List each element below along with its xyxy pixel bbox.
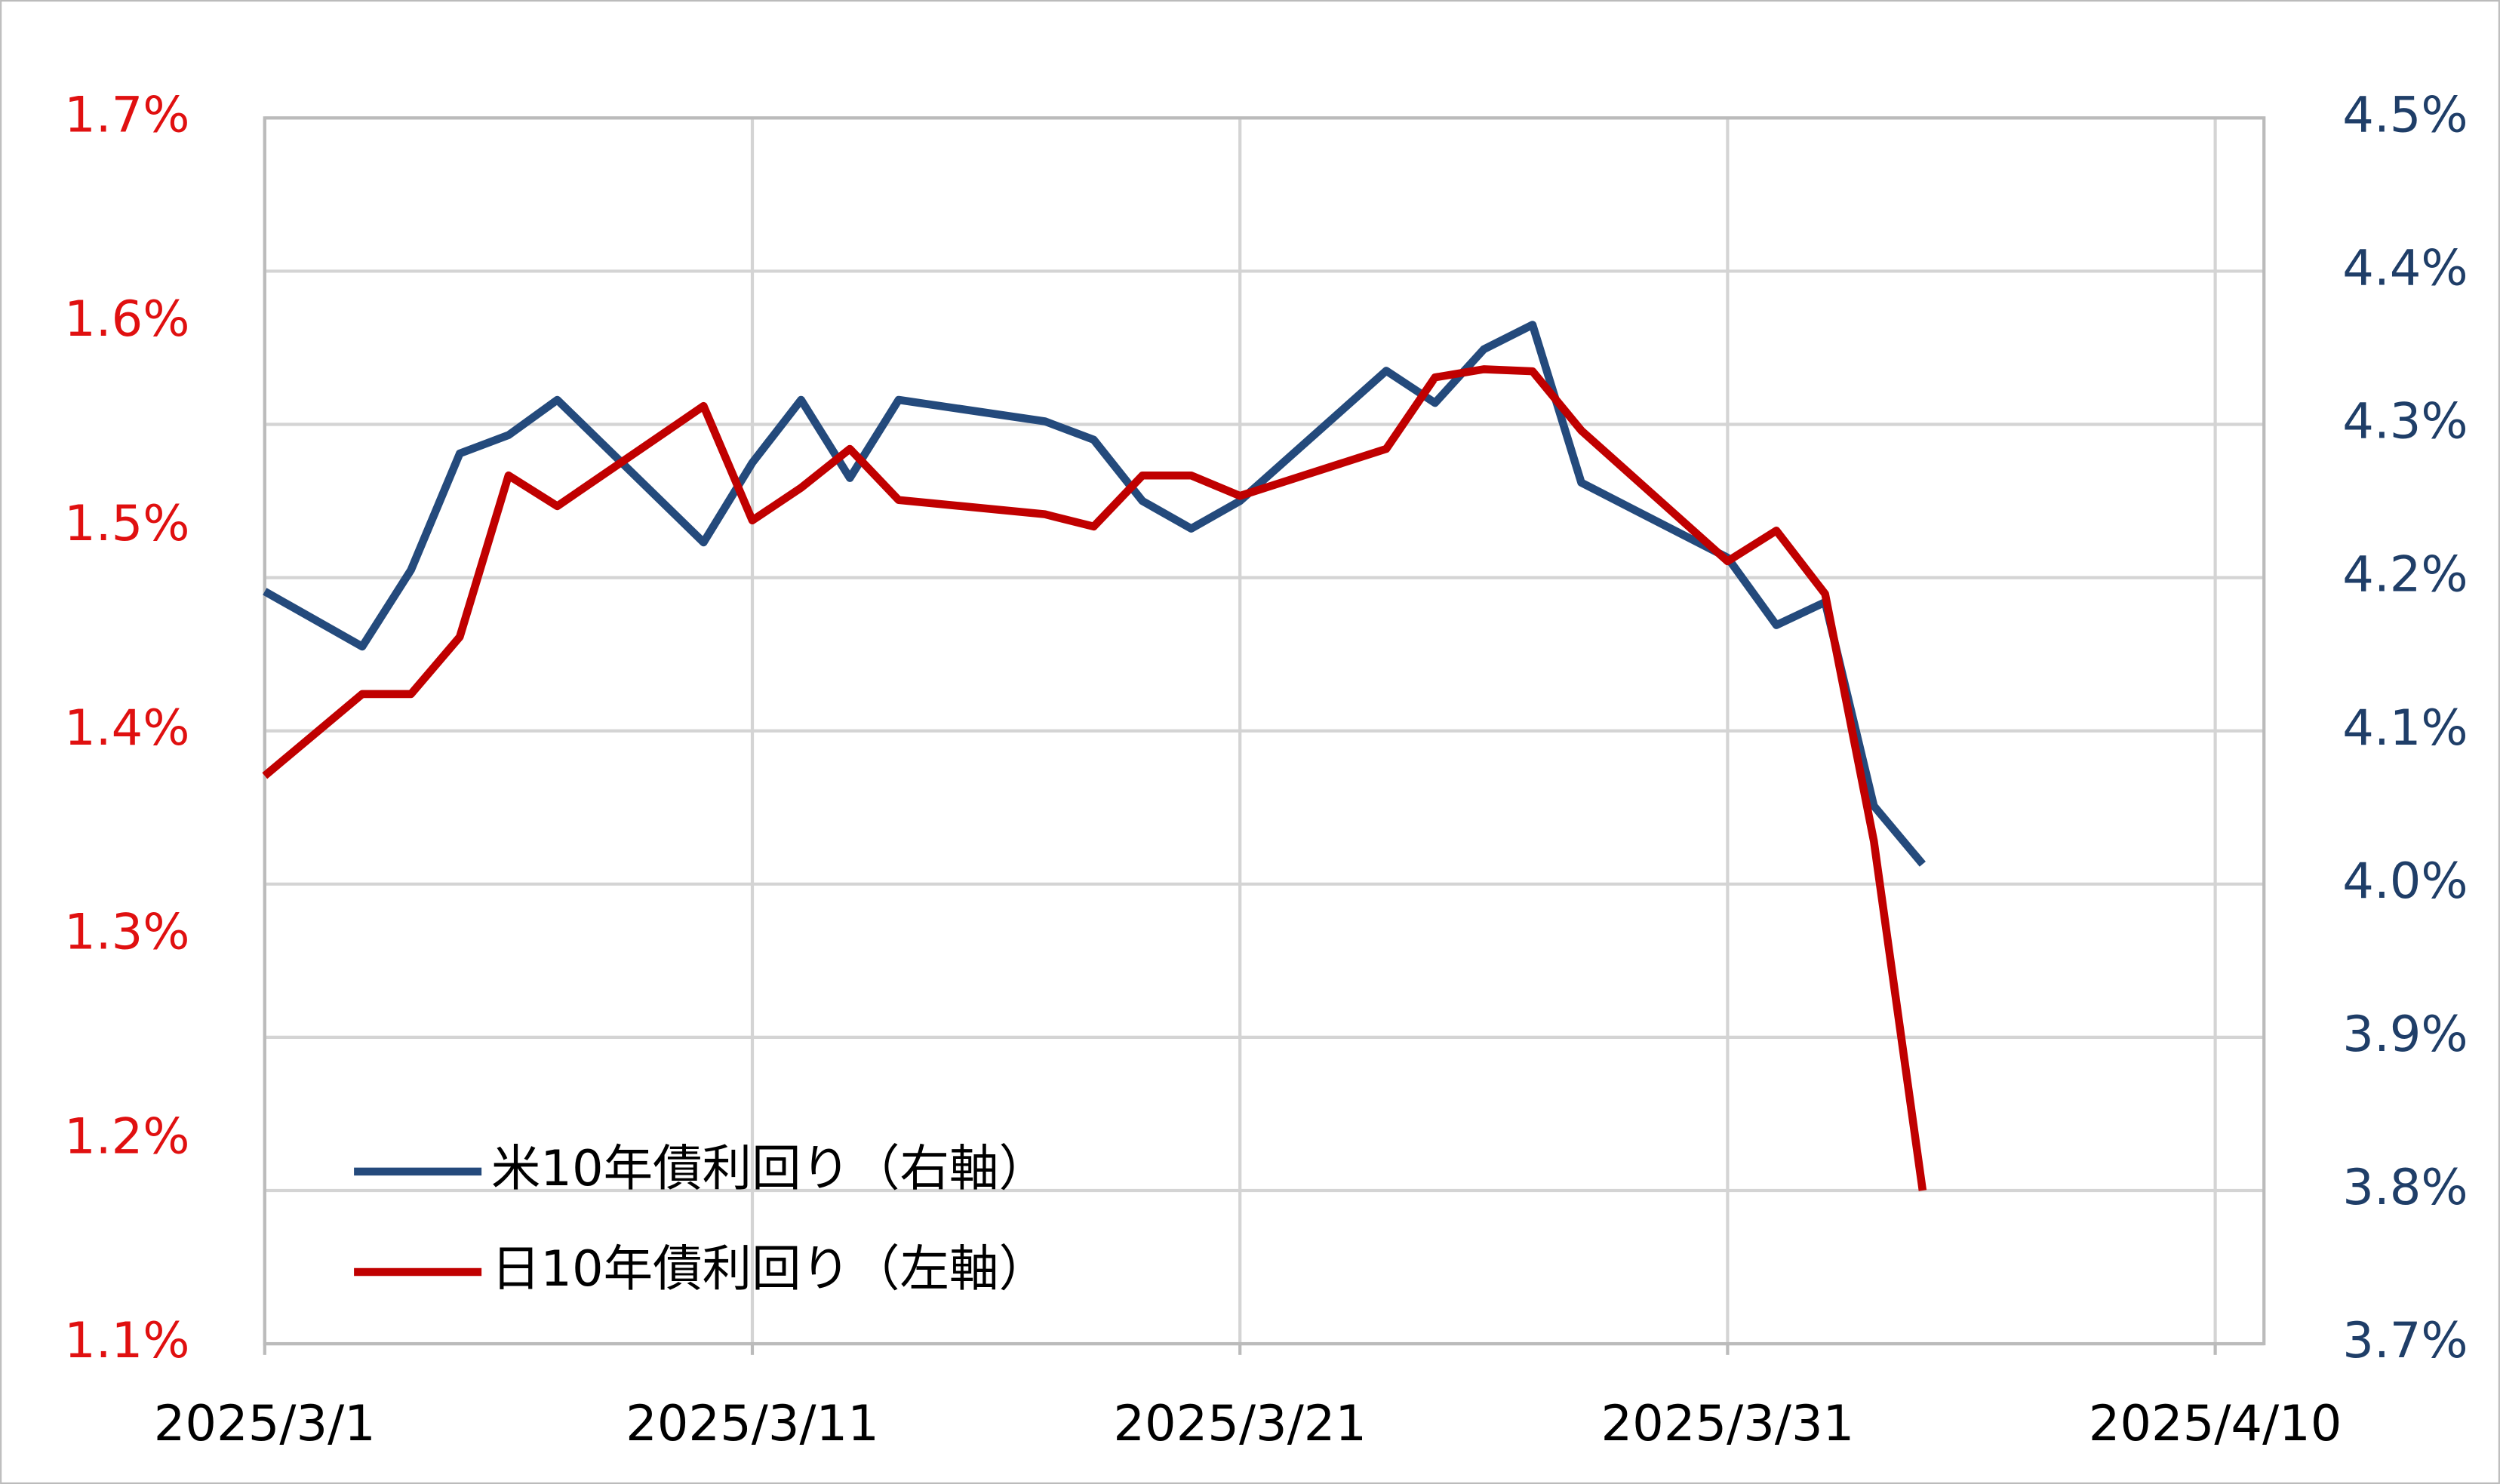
plot-area (263, 116, 2266, 1346)
y2-tick-label: 4.1% (2342, 699, 2468, 757)
y-tick-label: 1.3% (64, 904, 189, 961)
legend-label: 米10年債利回り（右軸） (491, 1140, 1048, 1197)
x-tick-label: 2025/3/11 (626, 1395, 879, 1452)
y2-tick-label: 3.9% (2342, 1006, 2468, 1063)
y2-tick-label: 3.8% (2342, 1159, 2468, 1216)
y2-tick-label: 4.5% (2342, 86, 2468, 143)
y-tick-label: 1.6% (64, 290, 189, 348)
y2-tick-label: 4.4% (2342, 239, 2468, 296)
y-tick-label: 1.1% (64, 1312, 189, 1369)
series-line (263, 321, 1926, 867)
x-tick-label: 2025/3/31 (1601, 1395, 1855, 1452)
y-tick-label: 1.2% (64, 1108, 189, 1165)
x-tick-label: 2025/4/10 (2089, 1395, 2342, 1452)
y2-tick-label: 4.0% (2342, 853, 2468, 910)
y2-tick-label: 4.2% (2342, 546, 2468, 604)
y-tick-label: 1.4% (64, 699, 189, 757)
series-line (262, 365, 1927, 1191)
x-tick-label: 2025/3/1 (154, 1395, 376, 1452)
x-tick-label: 2025/3/21 (1113, 1395, 1367, 1452)
y2-tick-label: 3.7% (2342, 1312, 2468, 1369)
y2-tick-label: 4.3% (2342, 393, 2468, 450)
y-tick-label: 1.7% (64, 86, 189, 143)
legend-label: 日10年債利回り（左軸） (491, 1240, 1048, 1298)
y-tick-label: 1.5% (64, 495, 189, 552)
